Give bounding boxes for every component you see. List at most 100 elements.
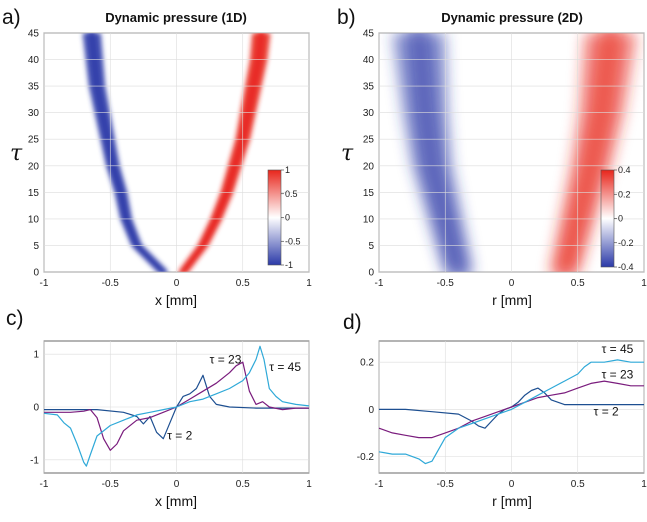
x-tick-label: -1 bbox=[40, 479, 49, 490]
x-tick-label: 1 bbox=[306, 278, 312, 289]
x-axis-label-a: x [mm] bbox=[155, 292, 197, 308]
positive-pressure-band-core bbox=[178, 33, 266, 272]
chart-title-a: Dynamic pressure (1D) bbox=[105, 10, 247, 25]
y-tick-label: 0 bbox=[33, 268, 39, 279]
series-annotation: τ = 23 bbox=[602, 368, 634, 382]
colorbar-tick-label: -0.4 bbox=[618, 262, 634, 272]
series-line-tau-45 bbox=[43, 345, 310, 467]
series-annotation: τ = 45 bbox=[269, 360, 301, 374]
colorbar-tick-label: 0.4 bbox=[618, 165, 631, 175]
colorbar-tick-label: -1 bbox=[285, 260, 293, 270]
y-tick-label: 10 bbox=[28, 214, 40, 225]
x-ticks-b: -1 -0.5 0 0.5 1 bbox=[375, 278, 647, 289]
series-c bbox=[43, 345, 310, 467]
panel-label-b: b) bbox=[337, 6, 356, 29]
series-annotation: τ = 45 bbox=[602, 342, 634, 356]
colorbar-tick-label: 0.5 bbox=[285, 189, 298, 199]
chart-title-b: Dynamic pressure (2D) bbox=[441, 10, 583, 25]
y-tick-label: 10 bbox=[363, 214, 375, 225]
y-tick-label: 30 bbox=[363, 108, 375, 119]
y-tick-label: -0.2 bbox=[357, 452, 375, 463]
x-ticks-d: -1 -0.5 0 0.5 1 bbox=[375, 479, 647, 490]
x-tick-label: -1 bbox=[40, 278, 49, 289]
series-d bbox=[378, 359, 644, 465]
y-tick-label: 35 bbox=[363, 82, 375, 93]
y-tick-label: 15 bbox=[363, 188, 375, 199]
x-tick-label: 1 bbox=[641, 278, 647, 289]
colorbar-b bbox=[600, 169, 615, 268]
x-axis-label-d: r [mm] bbox=[492, 493, 532, 509]
panel-b: b) Dynamic pressure (2D) -1 -0.5 0 0.5 1 0 5 1… bbox=[337, 6, 647, 308]
series-annotation: τ = 23 bbox=[210, 353, 242, 367]
y-tick-label: 5 bbox=[368, 241, 374, 252]
series-line-tau-23 bbox=[378, 380, 644, 439]
x-tick-label: 0.5 bbox=[236, 278, 250, 289]
x-tick-label: 0 bbox=[509, 479, 515, 490]
panel-label-c: c) bbox=[6, 307, 24, 330]
y-tick-label: -1 bbox=[30, 455, 39, 466]
panel-label-a: a) bbox=[2, 6, 21, 29]
colorbar-tick-label: -0.2 bbox=[618, 238, 634, 248]
y-axis-label-b: τ bbox=[341, 141, 354, 166]
x-tick-label: 0 bbox=[509, 278, 515, 289]
colorbar-ticks-b: 0.4 0.2 0 -0.2 -0.4 bbox=[614, 165, 634, 272]
x-tick-label: 0.5 bbox=[571, 278, 585, 289]
y-tick-label: 1 bbox=[33, 350, 39, 361]
series-line-tau-45 bbox=[378, 359, 644, 465]
x-tick-label: -0.5 bbox=[437, 479, 455, 490]
y-tick-label: 15 bbox=[28, 188, 40, 199]
y-ticks-d: 0.2 0 -0.2 bbox=[357, 358, 375, 463]
panel-a: a) Dynamic pressure (1D) -1 -0.5 0 0.5 1 0 5 1… bbox=[2, 6, 312, 308]
y-tick-label: 0 bbox=[368, 268, 374, 279]
grid-b bbox=[378, 32, 645, 273]
y-tick-label: 25 bbox=[28, 135, 40, 146]
panel-c: c) -1 -0.5 0 0.5 1 1 0 -1 τ = 23 τ = 45 τ = 2 x … bbox=[6, 307, 312, 509]
x-ticks-c: -1 -0.5 0 0.5 1 bbox=[40, 479, 313, 490]
y-tick-label: 5 bbox=[33, 241, 39, 252]
panel-d: d) -1 -0.5 0 0.5 1 0.20-0.2 τ = 45τ = 23τ = … bbox=[343, 311, 647, 509]
y-tick-label: 40 bbox=[363, 55, 375, 66]
colorbar-a bbox=[267, 169, 282, 266]
positive-pressure-band bbox=[178, 33, 271, 272]
y-tick-label: 0.2 bbox=[360, 358, 374, 369]
x-axis-label-b: r [mm] bbox=[492, 292, 532, 308]
colorbar-tick-label: 0 bbox=[618, 214, 623, 224]
y-tick-label: 0 bbox=[33, 403, 39, 414]
colorbar-tick-label: 0.2 bbox=[618, 189, 631, 199]
x-tick-label: -0.5 bbox=[102, 479, 120, 490]
grid-a bbox=[43, 32, 310, 273]
y-ticks-a: 0 5 10 15 20 25 30 35 40 45 bbox=[28, 29, 40, 279]
y-tick-label: 45 bbox=[363, 29, 375, 40]
colorbar-tick-label: 1 bbox=[285, 165, 290, 175]
series-line-tau-23 bbox=[44, 361, 309, 451]
series-annotation: τ = 2 bbox=[167, 429, 192, 443]
x-tick-label: -1 bbox=[375, 278, 384, 289]
annotations-c: τ = 23 τ = 45 τ = 2 bbox=[167, 353, 301, 443]
x-tick-label: -0.5 bbox=[102, 278, 120, 289]
series-annotation: τ = 2 bbox=[594, 404, 619, 418]
x-tick-label: 0.5 bbox=[236, 479, 250, 490]
x-ticks-a: -1 -0.5 0 0.5 1 bbox=[40, 278, 313, 289]
x-tick-label: 0 bbox=[174, 278, 180, 289]
panel-label-d: d) bbox=[343, 311, 362, 334]
colorbar-tick-label: 0 bbox=[285, 213, 290, 223]
x-tick-label: 1 bbox=[306, 479, 312, 490]
y-tick-label: 30 bbox=[28, 108, 40, 119]
y-tick-label: 40 bbox=[28, 55, 40, 66]
y-tick-label: 20 bbox=[363, 161, 375, 172]
y-tick-label: 45 bbox=[28, 29, 40, 40]
colorbar-tick-label: -0.5 bbox=[285, 236, 301, 246]
y-tick-label: 35 bbox=[28, 82, 40, 93]
x-tick-label: 1 bbox=[641, 479, 647, 490]
y-ticks-c: 1 0 -1 bbox=[30, 350, 39, 467]
y-tick-label: 20 bbox=[28, 161, 40, 172]
x-tick-label: 0.5 bbox=[571, 479, 585, 490]
y-tick-label: 0 bbox=[368, 405, 374, 416]
y-ticks-b: 0 5 10 15 20 25 30 35 40 45 bbox=[363, 29, 375, 279]
colorbar-ticks-a: 1 0.5 0 -0.5 -1 bbox=[281, 165, 301, 270]
y-tick-label: 25 bbox=[363, 135, 375, 146]
x-tick-label: 0 bbox=[174, 479, 180, 490]
annotations-d: τ = 45 τ = 23 τ = 2 bbox=[594, 342, 634, 418]
x-tick-label: -1 bbox=[375, 479, 384, 490]
